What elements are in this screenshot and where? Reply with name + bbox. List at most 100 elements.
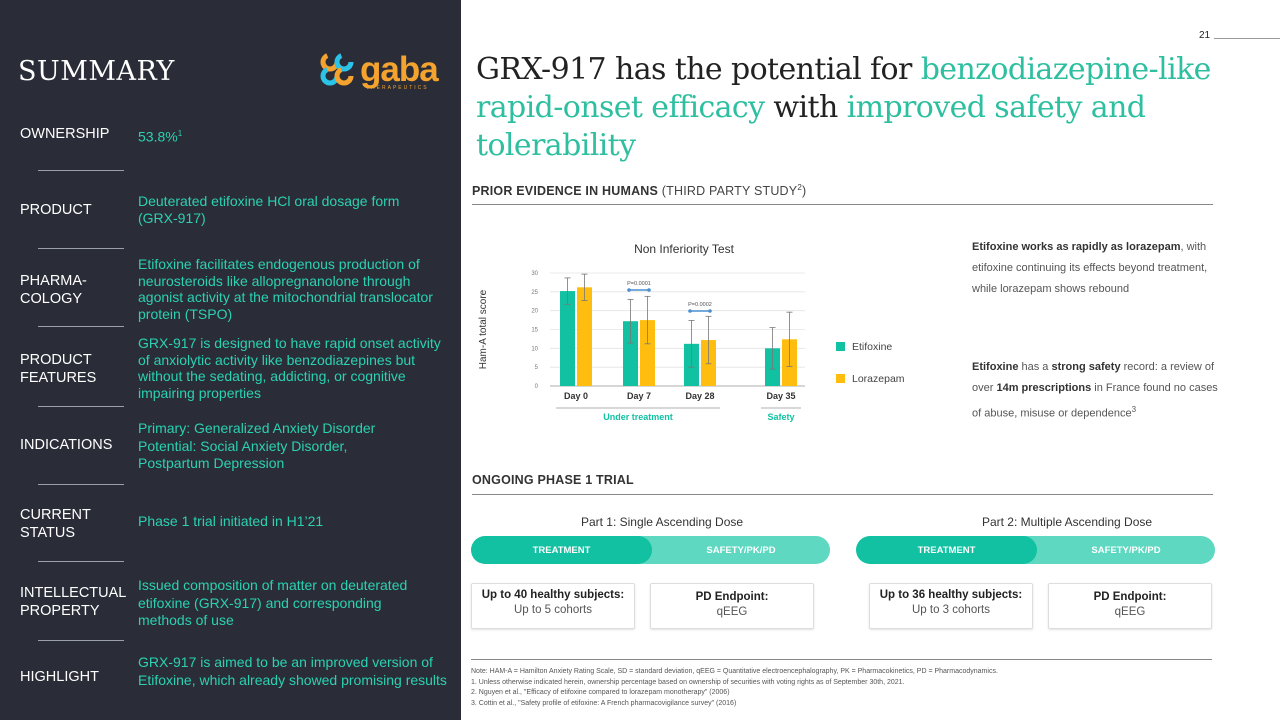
part-2-endpoint-card: PD Endpoint: qEEG <box>1048 583 1212 629</box>
x-tick-label: Day 35 <box>766 391 795 401</box>
prior-evidence-title: PRIOR EVIDENCE IN HUMANS <box>472 184 659 199</box>
section-rule <box>472 494 1213 495</box>
part-2-timeline: SAFETY/PK/PD TREATMENT <box>856 536 1215 564</box>
row-label-pharmacology: PHARMA- COLOGY <box>20 273 87 307</box>
part-2-endpoint-label: PD Endpoint: <box>1093 591 1167 603</box>
row-divider <box>38 170 124 171</box>
row-value-product-features: GRX-917 is designed to have rapid onset … <box>138 335 441 401</box>
part-1-treatment-phase: TREATMENT <box>471 536 652 564</box>
row-divider <box>38 326 124 327</box>
ownership-footnote: 1 <box>177 129 183 138</box>
p-value-bracket-end <box>708 309 712 313</box>
gaba-logo-icon <box>320 52 354 86</box>
p-value-annotation: P=0.0001 <box>627 281 651 287</box>
safety-text-2: record: a review of over <box>972 361 1215 394</box>
evidence-text-rapid-rest: , with etifoxine continuing its effects … <box>972 241 1208 295</box>
footnote-line: 2. Nguyen et al., "Efficacy of etifoxine… <box>471 689 730 696</box>
row-label-highlight: HIGHLIGHT <box>20 669 99 685</box>
footnotes: Note: HAM-A = Hamilton Anxiety Rating Sc… <box>471 667 1211 709</box>
logo-subtitle: THERAPEUTICS <box>366 85 429 91</box>
row-value-product: Deuterated etifoxine HCl oral dosage for… <box>138 193 400 226</box>
footnote-line: 1. Unless otherwise indicated herein, ow… <box>471 678 905 686</box>
page-number-rule <box>1214 38 1280 39</box>
part-1-title: Part 1: Single Ascending Dose <box>580 515 744 529</box>
notes-rule <box>471 659 1212 660</box>
headline-highlight-1: benzodiazepine-like rapid-onset efficacy <box>476 52 1211 125</box>
y-tick-label: 0 <box>535 384 539 390</box>
bar-etifoxine-day-0 <box>560 291 575 386</box>
chart-title: Non Inferiority Test <box>634 242 734 256</box>
p-value-bracket-end <box>647 288 651 292</box>
part-2-subjects-card: Up to 36 healthy subjects: Up to 3 cohort… <box>869 583 1033 629</box>
row-value-pharmacology: Etifoxine facilitates endogenous product… <box>138 256 433 322</box>
part-2-safety-phase: SAFETY/PK/PD <box>1091 544 1161 556</box>
safety-footnote: 3 <box>1131 405 1137 414</box>
part-1-timeline: SAFETY/PK/PD TREATMENT <box>471 536 830 564</box>
prior-evidence-subtitle: (THIRD PARTY STUDY <box>661 184 798 199</box>
p-value-bracket-end <box>627 288 631 292</box>
safety-text-3: in France found no cases of abuse, misus… <box>972 382 1218 420</box>
y-tick-label: 10 <box>531 346 538 352</box>
safety-bold-1: Etifoxine <box>972 361 1019 373</box>
gaba-logo: gaba THERAPEUTICS <box>318 49 439 91</box>
row-divider <box>38 248 124 249</box>
row-value-indications: Primary: Generalized Anxiety Disorder Po… <box>138 420 376 471</box>
part-1-subjects-label: Up to 40 healthy subjects: <box>481 589 625 601</box>
part-1-endpoint-label: PD Endpoint: <box>695 591 769 603</box>
prior-evidence-close: ) <box>801 184 807 199</box>
part-2-title: Part 2: Multiple Ascending Dose <box>981 515 1153 529</box>
y-tick-label: 30 <box>531 271 538 277</box>
headline-part-1: GRX-917 has the potential for <box>476 52 921 87</box>
headline-highlight-2: improved safety and tolerability <box>476 90 1146 163</box>
row-label-intellectual-property: INTELLECTUAL PROPERTY <box>20 585 127 619</box>
prior-evidence-heading: PRIOR EVIDENCE IN HUMANS (THIRD PARTY ST… <box>472 183 806 198</box>
row-divider <box>38 561 124 562</box>
row-divider <box>38 484 124 485</box>
row-label-product: PRODUCT <box>20 202 92 218</box>
safety-text-1: has a <box>1018 361 1052 373</box>
legend-swatch-lorazepam <box>836 374 845 383</box>
row-divider <box>38 640 124 641</box>
section-rule <box>472 204 1213 205</box>
part-1-endpoint-value: qEEG <box>716 606 748 618</box>
group-label: Safety <box>767 412 794 422</box>
y-tick-label: 25 <box>531 290 538 296</box>
logo-wordmark: gaba <box>360 49 439 89</box>
summary-panel: SUMMARY gaba THERAPEUTICS OWNERSHIP 53.8… <box>0 0 461 720</box>
legend-swatch-etifoxine <box>836 342 845 351</box>
part-1-subjects-card: Up to 40 healthy subjects: Up to 5 cohort… <box>471 583 635 629</box>
bar-lorazepam-day-7 <box>640 320 655 386</box>
row-value-intellectual-property: Issued composition of matter on deuterat… <box>138 577 408 628</box>
bar-lorazepam-day-0 <box>577 287 592 386</box>
part-2-subjects-value: Up to 3 cohorts <box>912 604 990 616</box>
part-1-safety-phase: SAFETY/PK/PD <box>706 544 776 556</box>
footnote-line: 3. Cottin et al., "Safety profile of eti… <box>471 699 737 707</box>
y-tick-label: 15 <box>531 328 538 334</box>
ongoing-trial-heading: ONGOING PHASE 1 TRIAL <box>472 473 634 487</box>
headline-part-2: with <box>764 90 847 125</box>
y-tick-label: 5 <box>535 365 539 371</box>
footnote-line: Note: HAM-A = Hamilton Anxiety Rating Sc… <box>471 668 998 675</box>
headline: GRX-917 has the potential for benzodiaze… <box>476 51 1276 165</box>
bar-etifoxine-day-7 <box>623 321 638 386</box>
summary-title: SUMMARY <box>18 56 175 87</box>
row-label-ownership: OWNERSHIP <box>20 126 110 142</box>
safety-bold-3: 14m prescriptions <box>996 382 1092 394</box>
row-value-current-status: Phase 1 trial initiated in H1’21 <box>138 513 324 529</box>
part-1-endpoint-card: PD Endpoint: qEEG <box>650 583 814 629</box>
part-1-subjects-value: Up to 5 cohorts <box>514 604 592 616</box>
evidence-text-rapid: Etifoxine works as rapidly as lorazepam,… <box>972 237 1222 300</box>
non-inferiority-chart: Non Inferiority Test Ham-A total score 0 5 1… <box>478 242 905 422</box>
legend-label-lorazepam: Lorazepam <box>852 373 905 385</box>
row-divider <box>38 406 124 407</box>
evidence-text-rapid-bold: Etifoxine works as rapidly as lorazepam <box>972 241 1181 253</box>
part-2-subjects-label: Up to 36 healthy subjects: <box>879 589 1023 601</box>
row-label-current-status: CURRENT STATUS <box>20 507 91 541</box>
row-value-highlight: GRX-917 is aimed to be an improved versi… <box>138 654 447 688</box>
row-value-ownership: 53.8%1 <box>138 126 456 145</box>
evidence-text-safety: Etifoxine has a strong safety record: a … <box>972 357 1222 425</box>
x-tick-label: Day 0 <box>564 391 588 401</box>
prior-evidence-footnote: 2 <box>797 183 802 192</box>
ownership-value: 53.8% <box>138 128 178 145</box>
